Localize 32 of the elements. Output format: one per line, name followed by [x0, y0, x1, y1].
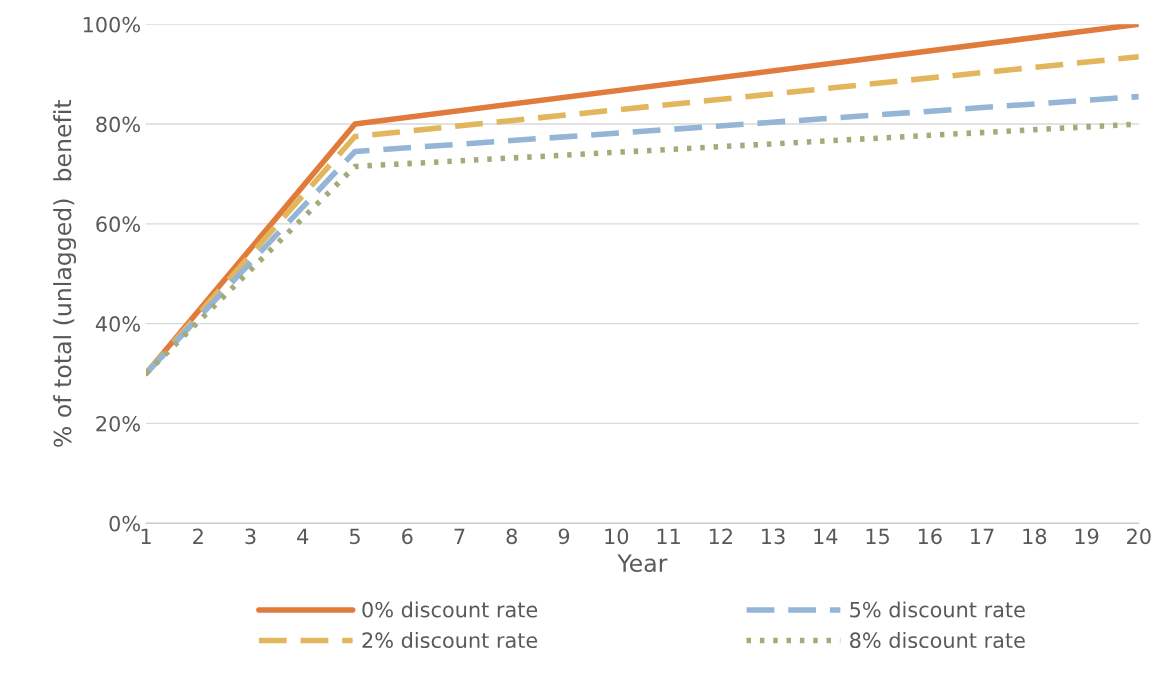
x-tick-label: 12	[709, 528, 732, 544]
y-tick-label: 40%	[95, 316, 140, 332]
x-tick-label: 19	[1075, 528, 1099, 545]
x-tick-label: 11	[657, 528, 680, 544]
legend-label: 2% discount rate	[362, 631, 538, 649]
y-tick-label: 0%	[109, 515, 140, 532]
x-tick-label: 4	[297, 528, 309, 544]
x-tick-label: 5	[349, 528, 360, 545]
legend-label: 5% discount rate	[850, 601, 1025, 618]
y-tick-label: 60%	[96, 216, 140, 233]
x-tick-label: 17	[971, 528, 994, 544]
x-tick-label: 16	[918, 528, 942, 545]
y-tick-label: 20%	[96, 415, 140, 432]
y-tick-label: 80%	[96, 116, 140, 133]
x-tick-label: 3	[245, 528, 256, 545]
x-tick-label: 20	[1127, 528, 1151, 545]
y-axis-title: % of total (unlagged) benefit	[53, 99, 77, 447]
legend-label: 8% discount rate	[850, 631, 1025, 649]
x-tick-label: 8	[506, 528, 517, 545]
x-tick-label: 9	[558, 528, 570, 545]
x-tick-label: 6	[402, 528, 413, 545]
legend-label: 0% discount rate	[362, 601, 538, 618]
x-tick-label: 13	[762, 528, 785, 545]
x-tick-label: 7	[454, 528, 465, 544]
x-tick-label: 18	[1023, 528, 1047, 545]
x-tick-label: 1	[141, 528, 151, 544]
x-axis-title: Year	[617, 554, 668, 573]
x-tick-label: 14	[814, 528, 838, 544]
x-tick-label: 10	[605, 528, 629, 545]
x-tick-label: 2	[193, 528, 203, 544]
x-tick-label: 15	[866, 528, 889, 545]
y-tick-label: 100%	[83, 16, 140, 33]
